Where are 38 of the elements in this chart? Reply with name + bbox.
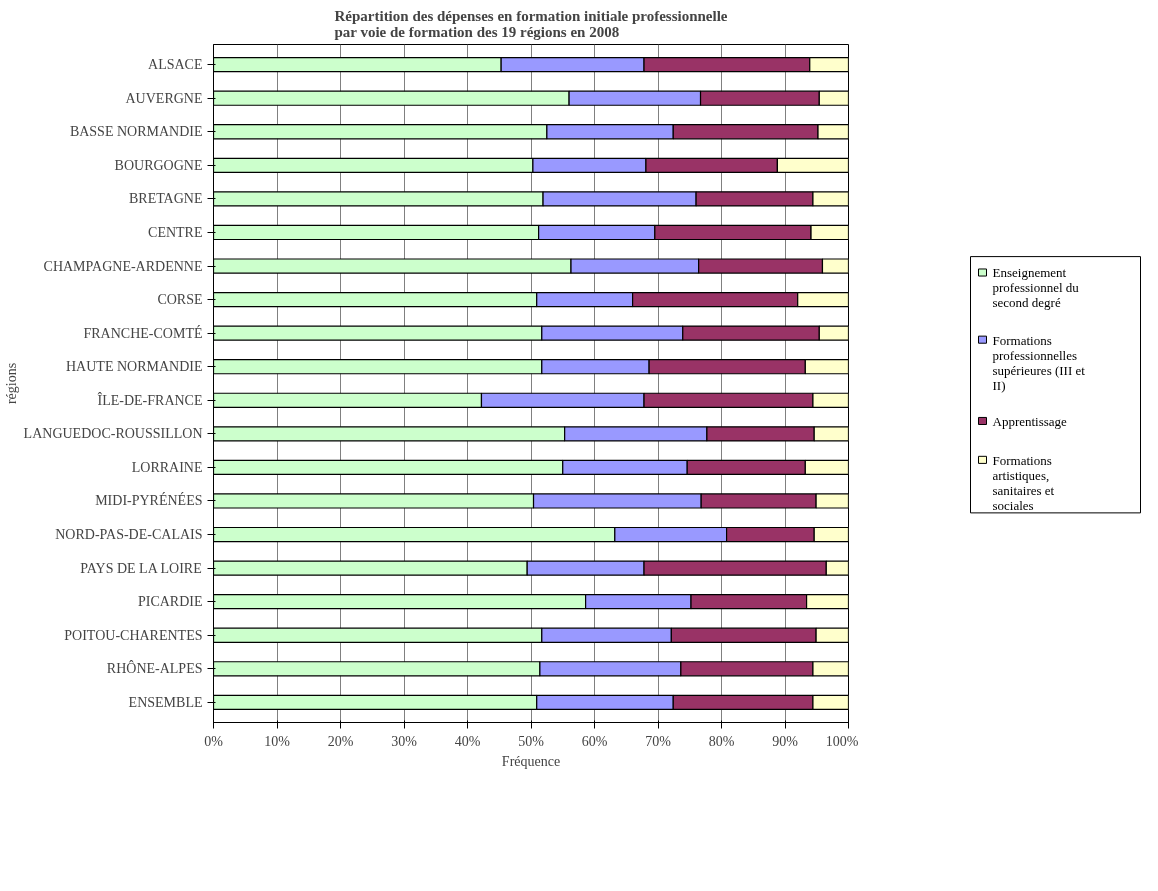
y-tick-label: MIDI-PYRÉNÉES bbox=[95, 492, 203, 509]
y-tick-label: ALSACE bbox=[148, 57, 203, 73]
x-tick-label: 20% bbox=[327, 733, 354, 749]
legend-label: Formations artistiques, sanitaires et sociales bbox=[992, 452, 1055, 513]
x-tick-label: 40% bbox=[454, 733, 481, 749]
y-tick-label: ENSEMBLE bbox=[128, 694, 203, 710]
legend-label: Formations professionnelles supérieures (III et II) bbox=[992, 332, 1086, 393]
y-axis-title: régions bbox=[3, 362, 19, 405]
x-tick-label: 10% bbox=[264, 733, 291, 749]
y-tick-label: RHÔNE-ALPES bbox=[106, 660, 203, 677]
x-tick-label: 0% bbox=[204, 733, 224, 749]
y-tick-label: PICARDIE bbox=[137, 594, 203, 610]
y-tick-label: ÎLE-DE-FRANCE bbox=[97, 391, 203, 408]
x-tick-label: 90% bbox=[772, 733, 799, 749]
y-tick-label: FRANCHE-COMTÉ bbox=[83, 324, 203, 341]
y-tick-label: PAYS DE LA LOIRE bbox=[80, 560, 202, 576]
chart-title: Répartition des dépenses en formation initiale professionnelle par voie de formation des 19 régions en 2008 bbox=[334, 7, 728, 40]
legend-label: Enseignement professionnel du second degré bbox=[992, 265, 1080, 311]
y-tick-label: BOURGOGNE bbox=[114, 157, 203, 173]
y-tick-label: BASSE NORMANDIE bbox=[69, 124, 203, 140]
x-axis-title: Fréquence bbox=[501, 753, 561, 769]
legend-label: Apprentissage bbox=[992, 413, 1068, 429]
y-tick-label: BRETAGNE bbox=[128, 191, 203, 207]
y-tick-label: NORD-PAS-DE-CALAIS bbox=[55, 527, 203, 543]
x-tick-label: 60% bbox=[581, 733, 608, 749]
x-tick-label: 50% bbox=[518, 733, 545, 749]
y-tick-label: CORSE bbox=[157, 292, 203, 308]
y-tick-label: AUVERGNE bbox=[125, 90, 203, 106]
x-tick-label: 100% bbox=[825, 733, 859, 749]
x-tick-label: 80% bbox=[708, 733, 735, 749]
y-tick-label: HAUTE NORMANDIE bbox=[66, 359, 203, 375]
y-tick-label: CENTRE bbox=[148, 224, 203, 240]
y-tick-label: POITOU-CHARENTES bbox=[64, 627, 203, 643]
y-tick-label: LORRAINE bbox=[131, 459, 203, 475]
y-tick-label: LANGUEDOC-ROUSSILLON bbox=[23, 426, 203, 442]
y-tick-label: CHAMPAGNE-ARDENNE bbox=[43, 258, 203, 274]
x-tick-label: 70% bbox=[645, 733, 672, 749]
x-tick-label: 30% bbox=[391, 733, 418, 749]
